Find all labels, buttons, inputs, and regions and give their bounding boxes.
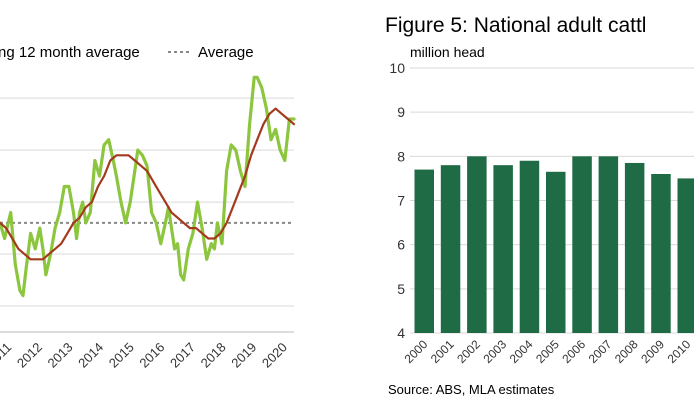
bar	[414, 169, 434, 333]
chart-title: Figure 5: National adult cattl	[385, 14, 646, 37]
bar	[651, 174, 671, 333]
left-x-tick-labels: 2011 2012 2013 2014 2015 2016 2017 2018 2019 2020	[0, 340, 290, 371]
bar	[624, 162, 645, 333]
x-tick-label: 2011	[0, 340, 14, 370]
y-axis-label: million head	[410, 44, 485, 60]
source-note: Source: ABS, MLA estimates	[388, 382, 555, 397]
x-tick-label: 2018	[198, 340, 229, 371]
bar	[677, 178, 694, 333]
y-tick-label: 8	[397, 148, 405, 164]
x-tick-label: 2006	[559, 337, 588, 366]
left-legend: ng 12 month average Average	[0, 44, 254, 61]
bar	[493, 165, 513, 333]
left-line-chart: 2011 2012 2013 2014 2015 2016 2017 2018 2019 2020…	[0, 44, 296, 371]
x-tick-label: 2020	[259, 340, 290, 371]
y-tick-label: 7	[397, 193, 405, 209]
legend-entry-12-month-average: ng 12 month average	[0, 44, 140, 61]
x-tick-label: 2007	[586, 337, 615, 366]
x-tick-label: 2014	[75, 340, 106, 371]
x-tick-label: 2005	[533, 337, 562, 366]
x-tick-label: 2004	[507, 337, 536, 366]
bar	[598, 156, 619, 333]
right-bar-chart: Figure 5: National adult cattl million h…	[385, 14, 694, 397]
y-tick-label: 9	[397, 104, 405, 120]
x-tick-label: 2019	[228, 340, 259, 371]
x-tick-labels: 2000200120022003200420052006200720082009…	[402, 337, 694, 366]
x-tick-label: 2012	[14, 340, 45, 371]
y-tick-labels: 4 5 6 7 8 9 10	[389, 60, 405, 341]
x-tick-label: 2010	[665, 337, 694, 366]
y-tick-label: 4	[397, 325, 405, 341]
x-tick-label: 2009	[638, 337, 667, 366]
series-line-monthly	[0, 75, 296, 298]
bar	[519, 160, 540, 333]
y-tick-label: 6	[397, 237, 405, 253]
x-tick-label: 2016	[136, 340, 167, 371]
y-tick-label: 10	[389, 60, 405, 76]
series-line-12-month-average	[0, 107, 296, 261]
x-tick-label: 2008	[612, 337, 641, 366]
x-tick-label: 2001	[428, 337, 457, 366]
x-tick-label: 2013	[45, 340, 76, 371]
legend-entry-average: Average	[198, 44, 254, 61]
bar	[467, 156, 487, 333]
bar	[546, 171, 566, 333]
bar	[572, 156, 592, 333]
bar	[440, 165, 461, 333]
x-tick-label: 2017	[167, 340, 198, 371]
x-tick-label: 2015	[106, 340, 137, 371]
x-tick-label: 2003	[480, 337, 509, 366]
x-tick-label: 2002	[454, 337, 483, 366]
x-tick-label: 2000	[402, 337, 431, 366]
y-tick-label: 5	[397, 281, 405, 297]
bars	[414, 156, 694, 333]
